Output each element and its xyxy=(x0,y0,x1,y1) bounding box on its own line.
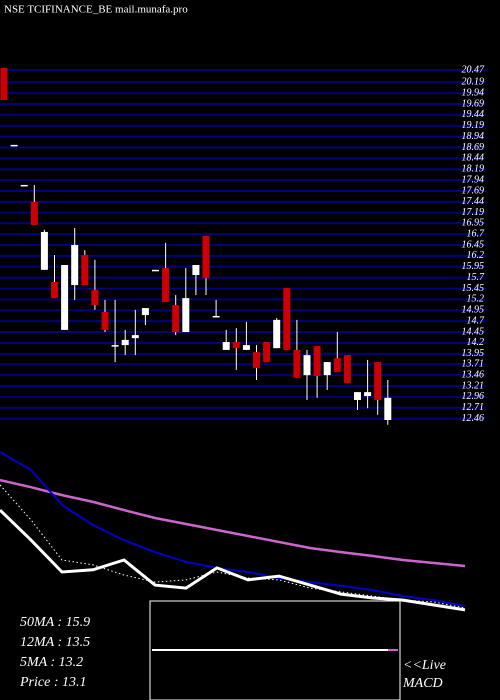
candle-body xyxy=(323,362,331,376)
y-tick-label: 15.95 xyxy=(462,261,485,272)
chart-title: NSE TCIFINANCE_BE mail.munafa.pro xyxy=(4,4,188,16)
y-tick-label: 13.71 xyxy=(462,359,485,370)
info-text: 50MA : 15.9 xyxy=(20,615,90,630)
y-tick-label: 18.69 xyxy=(462,142,485,153)
y-tick-label: 18.19 xyxy=(462,164,485,175)
macd-box xyxy=(149,600,401,700)
y-tick-label: 14.2 xyxy=(467,337,485,348)
y-tick-label: 20.47 xyxy=(462,64,486,75)
y-tick-label: 19.44 xyxy=(462,109,485,120)
candle-body xyxy=(91,289,99,306)
y-tick-label: 19.94 xyxy=(462,87,485,98)
candle-body xyxy=(192,265,200,276)
candle-body xyxy=(121,339,129,346)
candle-body xyxy=(354,392,361,400)
candle-body xyxy=(30,201,38,225)
candle-body xyxy=(61,265,69,330)
indicator-line xyxy=(0,478,466,568)
indicator-line xyxy=(0,509,466,612)
y-tick-label: 19.69 xyxy=(462,98,485,109)
y-tick-label: 12.96 xyxy=(462,391,485,402)
candle-body xyxy=(343,355,351,383)
candle-body xyxy=(0,67,8,101)
y-tick-label: 20.19 xyxy=(462,76,485,87)
y-tick-label: 13.95 xyxy=(462,348,485,359)
candle-body xyxy=(51,282,58,299)
info-text: 12MA : 13.5 xyxy=(20,635,90,650)
y-tick-label: 17.44 xyxy=(462,196,485,207)
candle-body xyxy=(71,245,79,286)
candle-body xyxy=(81,255,89,286)
y-tick-label: 15.2 xyxy=(467,294,485,305)
y-tick-label: 12.71 xyxy=(462,402,485,413)
info-text: Price : 13.1 xyxy=(19,675,86,690)
candle-body xyxy=(232,342,240,349)
candle-body xyxy=(283,288,291,350)
candle-body xyxy=(202,235,210,279)
y-tick-label: 16.2 xyxy=(467,250,485,261)
candle-body xyxy=(172,305,180,333)
candle-body xyxy=(273,319,281,349)
candle-body xyxy=(101,312,109,330)
candle-body xyxy=(253,352,260,369)
candle-body xyxy=(242,345,250,350)
candle-body xyxy=(141,308,149,316)
y-tick-label: 16.45 xyxy=(462,239,485,250)
indicator-line xyxy=(0,451,466,608)
y-tick-label: 18.94 xyxy=(462,131,485,142)
live-label: <<Live xyxy=(403,658,446,673)
y-tick-label: 14.45 xyxy=(462,326,485,337)
candle-body xyxy=(293,349,301,378)
y-tick-label: 13.46 xyxy=(462,369,485,380)
y-tick-label: 14.95 xyxy=(462,305,485,316)
y-tick-label: 16.7 xyxy=(467,228,486,239)
y-tick-label: 13.21 xyxy=(462,380,485,391)
candle-body xyxy=(222,342,230,350)
candle-body xyxy=(384,397,392,420)
candle-body xyxy=(303,355,311,376)
y-tick-label: 16.95 xyxy=(462,218,485,229)
y-tick-label: 18.44 xyxy=(462,153,485,164)
y-tick-label: 17.19 xyxy=(462,207,485,218)
y-tick-label: 19.19 xyxy=(462,120,485,131)
candle-body xyxy=(313,345,321,377)
info-text: 5MA : 13.2 xyxy=(20,655,83,670)
y-tick-label: 17.94 xyxy=(462,174,485,185)
candle-body xyxy=(20,184,28,187)
candle-body xyxy=(10,144,18,147)
candle-body xyxy=(182,298,190,333)
candle-body xyxy=(111,345,119,347)
candle-body xyxy=(364,392,372,397)
y-tick-label: 15.7 xyxy=(467,272,486,283)
y-tick-label: 14.7 xyxy=(467,315,486,326)
candle-body xyxy=(333,358,341,373)
candle-body xyxy=(263,342,271,363)
macd-label: MACD xyxy=(402,676,443,691)
candle-body xyxy=(152,269,159,272)
candle-body xyxy=(162,268,170,303)
y-tick-label: 17.69 xyxy=(462,185,485,196)
candle-body xyxy=(131,335,139,339)
candle-body xyxy=(374,362,382,400)
y-tick-label: 15.45 xyxy=(462,283,485,294)
y-tick-label: 12.46 xyxy=(462,413,485,424)
candle-body xyxy=(212,315,220,318)
candle-body xyxy=(40,231,48,270)
